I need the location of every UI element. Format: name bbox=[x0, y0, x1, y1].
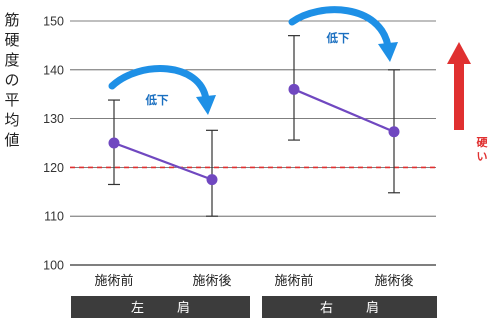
decrease-arrow bbox=[288, 6, 392, 50]
group-box bbox=[262, 296, 437, 318]
group-box bbox=[71, 296, 250, 318]
decrease-arrow bbox=[108, 65, 210, 103]
side-arrow-head bbox=[447, 42, 471, 64]
side-arrow-shaft bbox=[454, 62, 464, 130]
y-tick-label: 140 bbox=[43, 63, 64, 77]
data-point bbox=[108, 137, 120, 149]
y-tick-label: 150 bbox=[43, 15, 64, 29]
data-point bbox=[388, 126, 400, 138]
y-axis-label: 筋硬度の平均値 bbox=[4, 11, 20, 149]
series-line bbox=[293, 88, 395, 133]
decrease-arrow-head bbox=[196, 95, 216, 115]
x-category-label: 施術前 bbox=[274, 273, 313, 289]
group-label: 右 肩 bbox=[320, 300, 389, 316]
data-point bbox=[288, 83, 300, 95]
decrease-arrow-head bbox=[378, 42, 398, 62]
group-label: 左 肩 bbox=[131, 300, 200, 316]
y-tick-label: 100 bbox=[43, 259, 64, 273]
side-indicator-label: 硬 bbox=[477, 136, 488, 149]
x-category-label: 施術後 bbox=[192, 274, 231, 289]
y-tick-label: 110 bbox=[44, 210, 64, 224]
annotation-label: 低下 bbox=[145, 93, 169, 107]
x-category-label: 施術前 bbox=[94, 273, 133, 289]
data-point bbox=[206, 174, 218, 186]
side-indicator-label: い bbox=[477, 150, 488, 163]
y-tick-label: 120 bbox=[43, 161, 64, 175]
annotation-label: 低下 bbox=[326, 31, 350, 45]
series-line bbox=[113, 141, 213, 181]
x-category-label: 施術後 bbox=[374, 274, 413, 289]
y-tick-label: 130 bbox=[43, 112, 64, 126]
